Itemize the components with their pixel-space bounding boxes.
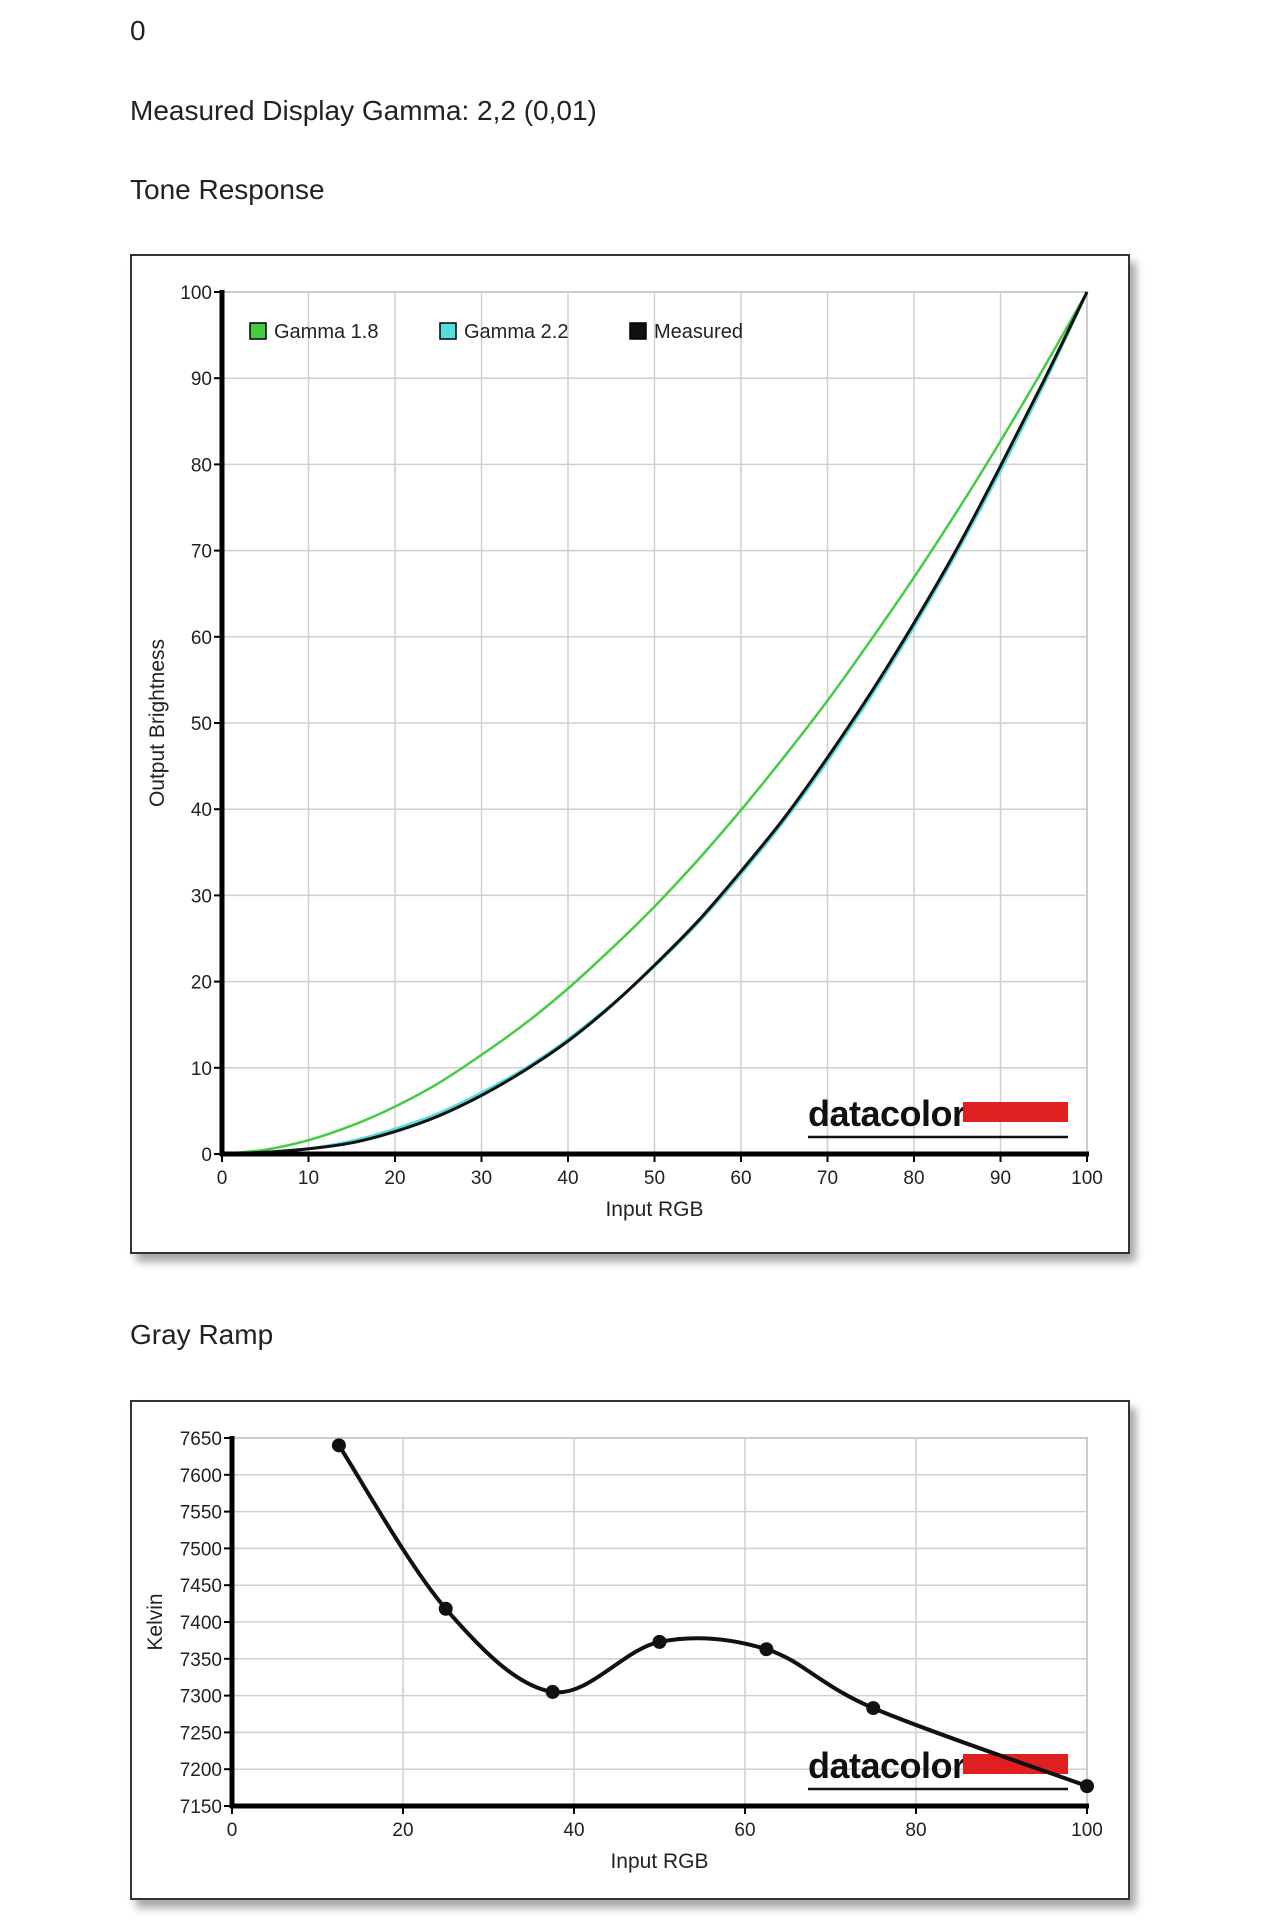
x-tick-label: 90	[990, 1168, 1011, 1189]
legend-label: Measured	[654, 321, 743, 343]
data-point	[1080, 1779, 1094, 1794]
y-tick-label: 10	[191, 1059, 212, 1080]
y-tick-label: 7650	[180, 1429, 222, 1450]
y-tick-label: 100	[180, 283, 212, 304]
x-tick-label: 0	[227, 1820, 238, 1841]
x-tick-label: 100	[1071, 1820, 1103, 1841]
data-point	[438, 1601, 453, 1616]
y-axis-title: Kelvin	[144, 1593, 167, 1650]
y-tick-label: 70	[191, 542, 212, 563]
datacolor-logo-text: datacolor	[808, 1093, 966, 1134]
x-axis-title: Input RGB	[610, 1850, 708, 1873]
legend-label: Gamma 2.2	[464, 321, 568, 343]
x-axis-title: Input RGB	[605, 1198, 703, 1221]
legend-swatch	[249, 322, 267, 340]
y-tick-label: 30	[191, 886, 212, 907]
y-tick-label: 20	[191, 973, 212, 994]
y-tick-label: 7500	[180, 1539, 222, 1560]
x-tick-label: 80	[905, 1820, 926, 1841]
x-tick-label: 60	[730, 1168, 751, 1189]
x-tick-label: 30	[471, 1168, 492, 1189]
gray-ramp-heading: Gray Ramp	[130, 1319, 274, 1350]
x-tick-label: 50	[644, 1168, 665, 1189]
y-tick-label: 7600	[180, 1466, 222, 1487]
y-tick-label: 0	[201, 1145, 212, 1166]
data-point	[652, 1634, 667, 1649]
y-tick-label: 7200	[180, 1760, 222, 1781]
y-tick-label: 50	[191, 714, 212, 735]
legend-swatch	[629, 322, 647, 340]
y-tick-label: 80	[191, 455, 212, 476]
y-tick-label: 7450	[180, 1576, 222, 1597]
y-tick-label: 7400	[180, 1613, 222, 1634]
tone-response-chart: datacolor 0 10 20 30 40 50 60 70 80 90 100 0 10 20 30 40…	[146, 283, 1103, 1221]
gray-ramp-chart: datacolor 0 20 40 60 80 100 7150 7200 7250 7300 735…	[144, 1429, 1103, 1873]
x-tick-label: 20	[384, 1168, 405, 1189]
datacolor-logo-text: datacolor	[808, 1745, 966, 1786]
legend-label: Gamma 1.8	[274, 321, 378, 343]
data-point	[331, 1438, 346, 1453]
series-line	[221, 291, 1089, 1156]
y-tick-label: 60	[191, 628, 212, 649]
top-value: 0	[130, 15, 146, 46]
series-line	[221, 291, 1089, 1156]
datacolor-logo-bar	[963, 1754, 1068, 1774]
tone-response-panel: datacolor 0 10 20 30 40 50 60 70 80 90 100 0 10 20 30 40…	[130, 254, 1130, 1254]
x-tick-label: 40	[563, 1820, 584, 1841]
x-tick-label: 100	[1071, 1168, 1103, 1189]
x-tick-label: 70	[817, 1168, 838, 1189]
x-tick-label: 20	[392, 1820, 413, 1841]
y-tick-label: 7250	[180, 1723, 222, 1744]
y-tick-label: 7350	[180, 1650, 222, 1671]
y-tick-label: 7550	[180, 1503, 222, 1524]
x-tick-label: 60	[734, 1820, 755, 1841]
x-tick-label: 10	[298, 1168, 319, 1189]
y-axis-title: Output Brightness	[146, 639, 169, 807]
datacolor-logo-bar	[963, 1102, 1068, 1122]
y-tick-label: 40	[191, 800, 212, 821]
legend-swatch	[439, 322, 457, 340]
y-tick-label: 7150	[180, 1797, 222, 1818]
data-point	[759, 1642, 774, 1657]
y-tick-label: 90	[191, 369, 212, 390]
data-point	[866, 1701, 881, 1716]
gray-ramp-panel: datacolor 0 20 40 60 80 100 7150 7200 7250 7300 735…	[130, 1400, 1130, 1900]
x-tick-label: 80	[903, 1168, 924, 1189]
x-tick-label: 40	[557, 1168, 578, 1189]
x-tick-label: 0	[217, 1168, 228, 1189]
tone-response-heading: Tone Response	[130, 174, 325, 205]
gamma-readout: Measured Display Gamma: 2,2 (0,01)	[130, 95, 597, 126]
y-tick-label: 7300	[180, 1687, 222, 1708]
data-point	[545, 1684, 560, 1699]
